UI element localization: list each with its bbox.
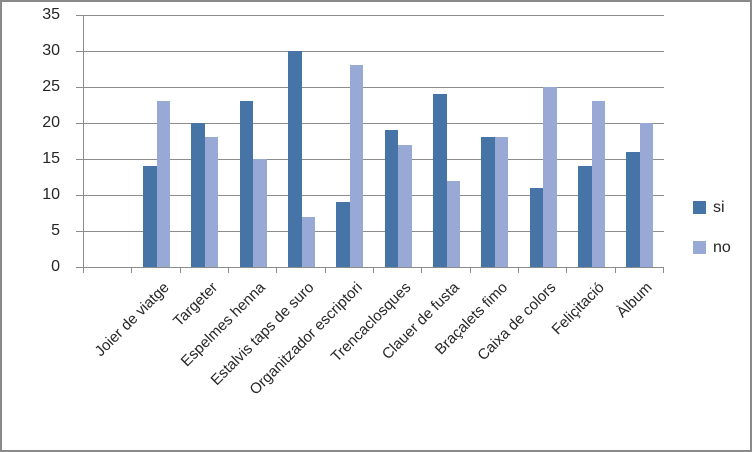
gridline	[84, 87, 664, 88]
y-tick-mark	[76, 123, 83, 124]
legend: si no	[693, 198, 731, 278]
bar-no	[591, 101, 605, 267]
legend-label-no: no	[713, 239, 731, 256]
y-axis-label: 0	[51, 258, 60, 275]
bar-si	[239, 101, 254, 267]
bar-si	[336, 202, 350, 267]
x-tick-mark	[421, 268, 423, 273]
y-axis-label: 35	[42, 6, 60, 23]
bar-no	[301, 216, 315, 267]
legend-item-no: no	[693, 238, 731, 257]
y-axis-label: 15	[42, 150, 60, 167]
y-axis-label: 20	[42, 114, 60, 131]
bar-no	[639, 123, 654, 267]
legend-swatch-si	[693, 201, 706, 214]
y-tick-mark	[76, 195, 83, 196]
y-tick-mark	[76, 159, 83, 160]
bar-no	[446, 180, 460, 267]
y-tick-mark	[76, 51, 83, 52]
bar-si	[384, 130, 399, 267]
gridline	[84, 231, 664, 232]
x-tick-mark	[614, 268, 616, 273]
bar-no	[398, 144, 412, 267]
x-tick-mark	[131, 268, 133, 273]
bar-no	[349, 65, 364, 267]
x-tick-mark	[324, 268, 326, 273]
bar-si	[529, 187, 544, 267]
y-tick-mark	[76, 267, 83, 268]
x-tick-mark	[228, 268, 229, 273]
bar-no	[494, 137, 509, 267]
bar-si	[433, 94, 447, 267]
bar-si	[578, 166, 592, 267]
x-tick-mark	[469, 268, 471, 273]
gridline	[84, 195, 664, 196]
legend-item-si: si	[693, 198, 731, 217]
x-tick-mark	[373, 268, 374, 273]
y-axis-label: 25	[42, 78, 60, 95]
y-axis-label: 30	[42, 42, 60, 59]
x-tick-mark	[663, 268, 664, 273]
gridline	[84, 51, 664, 52]
bar-si	[288, 51, 302, 267]
gridline	[84, 159, 664, 160]
bar-si	[481, 137, 495, 267]
y-tick-mark	[76, 15, 83, 16]
bar-no	[156, 101, 170, 267]
y-axis-label: 5	[51, 222, 60, 239]
y-tick-mark	[76, 87, 83, 88]
y-tick-mark	[76, 231, 83, 232]
gridline	[84, 123, 664, 124]
x-tick-mark	[83, 268, 84, 273]
x-axis-label: Espelmes henna	[178, 279, 270, 371]
bar-no	[204, 137, 219, 267]
x-tick-mark	[566, 268, 568, 273]
x-axis-label: Àlbum	[613, 279, 656, 322]
x-tick-mark	[518, 268, 519, 273]
bar-no	[543, 87, 557, 267]
x-axis-label: Joier de viatge	[91, 279, 173, 361]
bar-si	[191, 123, 205, 267]
y-axis-label: 10	[42, 186, 60, 203]
x-tick-mark	[179, 268, 181, 273]
bar-si	[626, 151, 640, 267]
legend-label-si: si	[713, 199, 725, 216]
legend-swatch-no	[693, 241, 706, 254]
bar-no	[253, 159, 267, 267]
bar-si	[143, 166, 157, 267]
plot-area	[83, 15, 664, 268]
x-tick-mark	[276, 268, 278, 273]
gridline	[84, 15, 664, 16]
